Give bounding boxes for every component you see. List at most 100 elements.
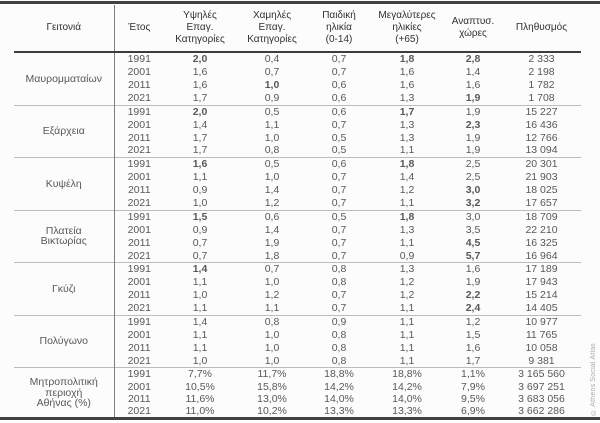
value-cell: 1,1 [399,354,415,367]
population-cell: 21 903 [525,171,558,184]
value-cell: 1,1 [192,302,208,315]
table-header: Γειτονιά Έτος Υψηλές Επαγ. Κατηγορίες Χα… [14,5,581,52]
value-cell: 1,1 [399,341,415,354]
value-cell: 1,1 [399,196,415,209]
neighborhood-group: Μαυρομματαίων 1991 2,0 0,4 0,7 1,8 2,8 2 333 200… [14,52,581,106]
year-cell: 2021 [127,405,151,418]
year-cell: 2011 [127,78,151,91]
value-cell: 14,2% [324,380,354,393]
neighborhood-group: Πολύγωνο 1991 1,4 0,8 0,9 1,1 1,2 10 977 2001 1,1… [14,315,581,368]
year-cell: 2021 [127,354,151,367]
value-cell: 3,5 [465,223,481,236]
year-cell: 2011 [127,341,151,354]
value-cell: 1,3 [399,223,415,236]
value-cell: 0,7 [331,223,347,236]
table-row: Κυψέλη 1991 1,6 0,5 0,6 1,8 2,5 20 301 [14,157,581,211]
bottom-rule [0,417,600,420]
year-cell: 2021 [127,144,151,157]
table-row: 2001 1,1 1,0 0,8 1,1 1,5 11 765 [14,329,581,342]
value-cell: 0,7 [331,53,347,66]
value-cell: 1,6 [465,78,481,91]
value-cell: 1,1 [192,171,208,184]
value-cell: 0,8 [331,341,347,354]
year-cell: 1991 [127,263,151,276]
value-cell: 3,2 [465,196,481,209]
value-cell: 3,0 [465,184,481,197]
value-cell: 1,4 [264,184,280,197]
value-cell: 1,9 [264,236,280,249]
value-cell: 0,8 [331,276,347,289]
value-cell: 1,2 [399,289,415,302]
header-row: Γειτονιά Έτος Υψηλές Επαγ. Κατηγορίες Χα… [14,5,581,52]
value-cell: 1,2 [264,196,280,209]
value-cell: 0,7 [331,118,347,131]
value-cell: 0,7 [331,196,347,209]
value-cell: 15,8% [257,380,287,393]
value-cell: 0,7 [331,249,347,262]
neighborhood-label: Μαυρομματαίων [14,52,115,106]
population-cell: 10 977 [525,316,558,328]
value-cell: 1,0 [264,78,280,91]
population-cell: 18 709 [525,210,558,223]
table-row: Μαυρομματαίων 1991 2,0 0,4 0,7 1,8 2,8 2 333 [14,52,581,106]
value-cell: 0,8 [264,316,280,328]
year-cell: 2001 [127,328,151,341]
table-row: 2011 1,7 1,0 0,5 1,3 1,9 12 766 [14,131,581,144]
value-cell: 0,5 [331,210,347,223]
value-cell: 9,5% [461,393,485,406]
table-row: 2001 10,5% 15,8% 14,2% 14,2% 7,9% 3 697 251 [14,381,581,393]
value-cell: 1,3 [399,263,415,276]
value-cell: 1,8 [399,158,415,171]
column-header-childhood: Παιδική ηλικία (0-14) [322,10,356,45]
value-cell: 1,0 [264,341,280,354]
value-cell: 1,7 [192,91,208,104]
value-cell: 0,9 [192,184,208,197]
value-cell: 4,5 [465,236,481,249]
year-cell: 2001 [127,276,151,289]
neighborhood-label: Κυψέλη [14,157,115,211]
year-cell: 1991 [127,210,151,223]
value-cell: 1,3 [399,91,415,104]
value-cell: 0,9 [331,316,347,328]
column-header-neighborhood: Γειτονιά [14,5,115,52]
value-cell: 1,1 [399,302,415,315]
value-cell: 1,0 [264,171,280,184]
value-cell: 0,7 [331,289,347,302]
year-cell: 2011 [127,289,151,302]
value-cell: 1,2 [264,289,280,302]
population-cell: 22 210 [525,223,558,236]
value-cell: 1,6 [192,158,208,171]
year-cell: 2001 [127,223,151,236]
population-cell: 15 214 [525,289,558,302]
value-cell: 1,6 [399,78,415,91]
value-cell: 1,1% [461,368,485,381]
year-cell: 1991 [127,53,151,66]
value-cell: 1,5 [465,328,481,341]
value-cell: 10,5% [185,380,215,393]
value-cell: 6,9% [461,405,485,418]
value-cell: 7,7% [188,368,212,381]
year-cell: 1991 [127,368,151,381]
population-cell: 13 094 [525,144,558,157]
population-cell: 15 227 [525,105,558,118]
year-cell: 2001 [127,66,151,79]
population-cell: 2 333 [528,53,555,66]
value-cell: 11,0% [185,405,215,418]
year-cell: 2021 [127,196,151,209]
value-cell: 1,0 [264,131,280,144]
value-cell: 11,7% [257,368,287,381]
value-cell: 1,9 [465,144,481,157]
value-cell: 3,0 [465,210,481,223]
neighborhood-group: Γκύζι 1991 1,4 0,7 0,8 1,3 1,6 17 189 2001 1,1 1,0… [14,262,581,316]
population-cell: 3 697 251 [518,380,565,393]
value-cell: 1,9 [465,131,481,144]
table-row: 2001 1,4 1,1 0,7 1,3 2,3 16 436 [14,118,581,131]
population-cell: 3 683 056 [518,393,565,406]
table-row: 2011 0,7 1,9 0,7 1,1 4,5 16 325 [14,236,581,249]
value-cell: 1,0 [264,328,280,341]
population-cell: 9 381 [528,354,555,367]
value-cell: 0,8 [331,328,347,341]
value-cell: 1,1 [192,341,208,354]
value-cell: 1,5 [192,210,208,223]
value-cell: 1,1 [264,118,280,131]
